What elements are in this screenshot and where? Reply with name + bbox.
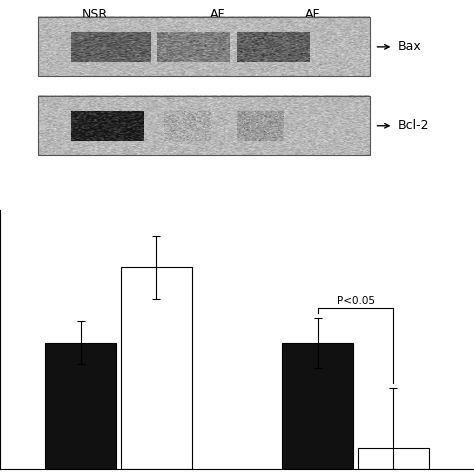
Text: Bcl-2: Bcl-2: [398, 119, 429, 132]
Text: P<0.05: P<0.05: [337, 296, 374, 306]
Bar: [121, 267, 192, 469]
Bar: [45, 343, 116, 469]
Text: NSR: NSR: [82, 9, 108, 21]
Text: AF: AF: [210, 9, 226, 21]
Bar: [358, 448, 429, 469]
Text: Bax: Bax: [398, 40, 422, 54]
Text: AF: AF: [305, 9, 320, 21]
Bar: [282, 343, 353, 469]
